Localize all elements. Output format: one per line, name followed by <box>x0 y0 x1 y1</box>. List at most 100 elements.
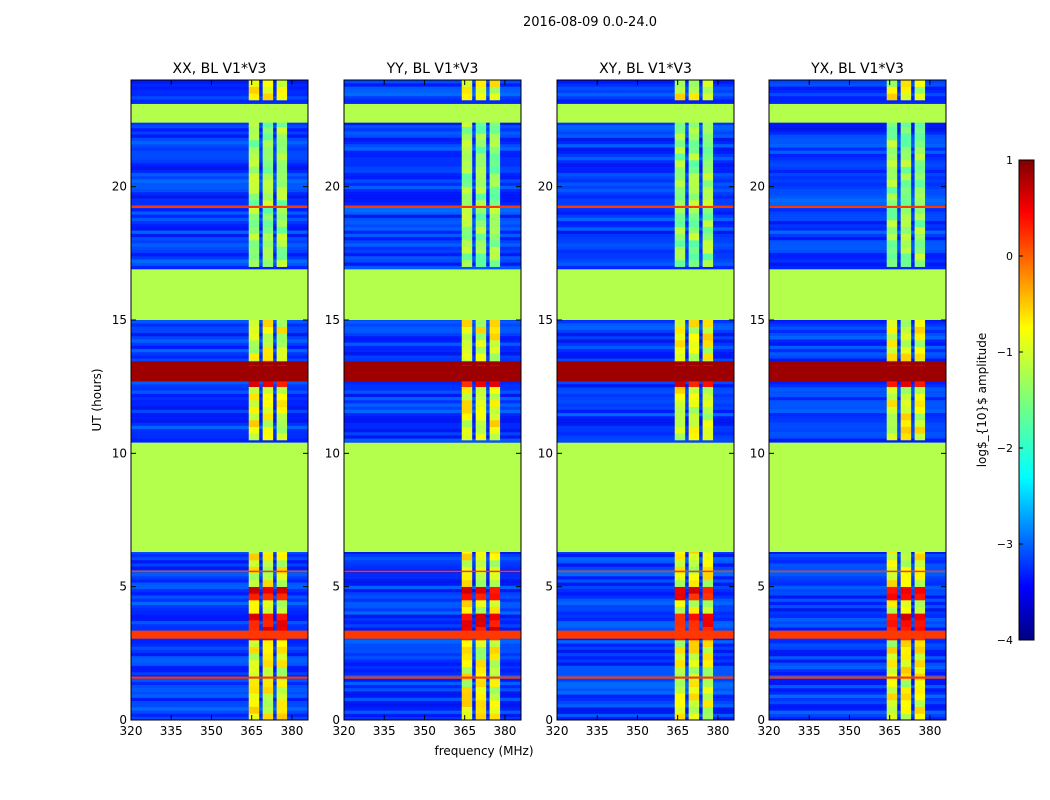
rfi-cell <box>886 320 898 327</box>
heatmap-row <box>769 355 946 359</box>
rfi-cell <box>914 553 926 561</box>
heatmap-row <box>131 387 308 391</box>
rfi-cell <box>688 333 700 341</box>
rfi-cell <box>248 706 260 714</box>
rfi-cell <box>702 680 714 687</box>
rfi-cell <box>461 693 473 701</box>
rfi-cell <box>262 193 274 201</box>
rfi-cell <box>276 240 288 247</box>
rfi-cell <box>914 420 926 427</box>
rfi-cell <box>276 120 288 127</box>
rfi-cell <box>674 213 686 221</box>
heatmap-row <box>344 355 521 359</box>
heatmap-row <box>131 640 308 644</box>
heatmap-row <box>131 614 308 618</box>
rfi-cell <box>900 393 912 401</box>
heatmap-row <box>769 560 946 564</box>
heatmap-row <box>344 96 521 100</box>
rfi-cell <box>489 193 501 201</box>
x-tick-label: 380 <box>918 724 941 738</box>
heatmap-row <box>769 691 946 695</box>
heatmap-row <box>769 652 946 657</box>
rfi-cell <box>688 600 700 607</box>
rfi-cell <box>886 700 898 707</box>
rfi-cell <box>262 713 274 721</box>
rfi-cell <box>262 386 274 394</box>
rfi-cell <box>461 586 473 594</box>
rfi-cell <box>248 613 260 621</box>
rfi-cell <box>702 140 714 147</box>
rfi-cell <box>674 200 686 207</box>
heatmap-row <box>769 150 946 154</box>
heatmap-row <box>557 425 734 430</box>
rfi-cell <box>461 426 473 434</box>
rfi-time-line <box>131 365 308 382</box>
rfi-cell <box>489 86 501 94</box>
rfi-cell <box>674 320 686 327</box>
heatmap-row <box>131 153 308 158</box>
rfi-cell <box>688 606 700 614</box>
rfi-cell <box>461 560 473 567</box>
rfi-cell <box>276 153 288 161</box>
heatmap-row <box>344 380 521 385</box>
rfi-cell <box>914 586 926 594</box>
rfi-cell <box>276 320 288 327</box>
heatmap-row <box>344 182 521 186</box>
heatmap-row <box>769 672 946 676</box>
heatmap-row <box>557 611 734 615</box>
rfi-cell <box>262 126 274 134</box>
rfi-cell <box>248 580 260 587</box>
rfi-cell <box>900 193 912 201</box>
rfi-cell <box>248 426 260 434</box>
rfi-cell <box>248 153 260 161</box>
heatmap-row <box>131 348 308 353</box>
y-tick-label: 10 <box>325 446 340 460</box>
rfi-cell <box>914 240 926 247</box>
rfi-cell <box>886 166 898 174</box>
heatmap-row <box>557 147 734 151</box>
rfi-cell <box>702 606 714 614</box>
heatmap-row <box>131 124 308 129</box>
rfi-cell <box>674 240 686 247</box>
rfi-cell <box>688 173 700 181</box>
rfi-cell <box>702 573 714 581</box>
rfi-cell <box>688 213 700 221</box>
rfi-cell <box>262 173 274 181</box>
rfi-cell <box>475 420 487 427</box>
rfi-cell <box>262 80 274 87</box>
heatmap-row <box>769 419 946 423</box>
rfi-cell <box>276 573 288 581</box>
heatmap-row <box>557 160 734 164</box>
x-tick-label: 380 <box>280 724 303 738</box>
rfi-cell <box>475 560 487 567</box>
rfi-cell <box>886 153 898 161</box>
heatmap-row <box>769 435 946 439</box>
heatmap-row <box>769 588 946 593</box>
rfi-cell <box>475 653 487 661</box>
rfi-cell <box>262 406 274 414</box>
rfi-cell <box>688 713 700 721</box>
heatmap-row <box>131 688 308 692</box>
heatmap-row <box>344 560 521 564</box>
x-tick-label: 335 <box>586 724 609 738</box>
rfi-cell <box>475 706 487 714</box>
rfi-cell <box>688 206 700 214</box>
heatmap-row <box>769 124 946 129</box>
y-tick-label: 15 <box>112 313 127 327</box>
rfi-cell <box>674 206 686 214</box>
heatmap-row <box>557 128 734 132</box>
rfi-cell <box>900 580 912 587</box>
rfi-time-line <box>131 205 308 208</box>
rfi-cell <box>702 346 714 354</box>
heatmap-row <box>344 121 521 126</box>
rfi-cell <box>674 626 686 634</box>
x-tick-label: 320 <box>120 724 143 738</box>
heatmap-row <box>557 700 734 705</box>
panel-2: YY, BL V1*V3 320 335 350 365 380 0 5 10 15 20 <box>325 61 522 738</box>
rfi-cell <box>886 606 898 614</box>
heatmap-row <box>557 172 734 177</box>
heatmap-row <box>131 169 308 174</box>
heatmap-row <box>131 390 308 394</box>
heatmap-row <box>131 566 308 570</box>
rfi-cell <box>914 173 926 181</box>
